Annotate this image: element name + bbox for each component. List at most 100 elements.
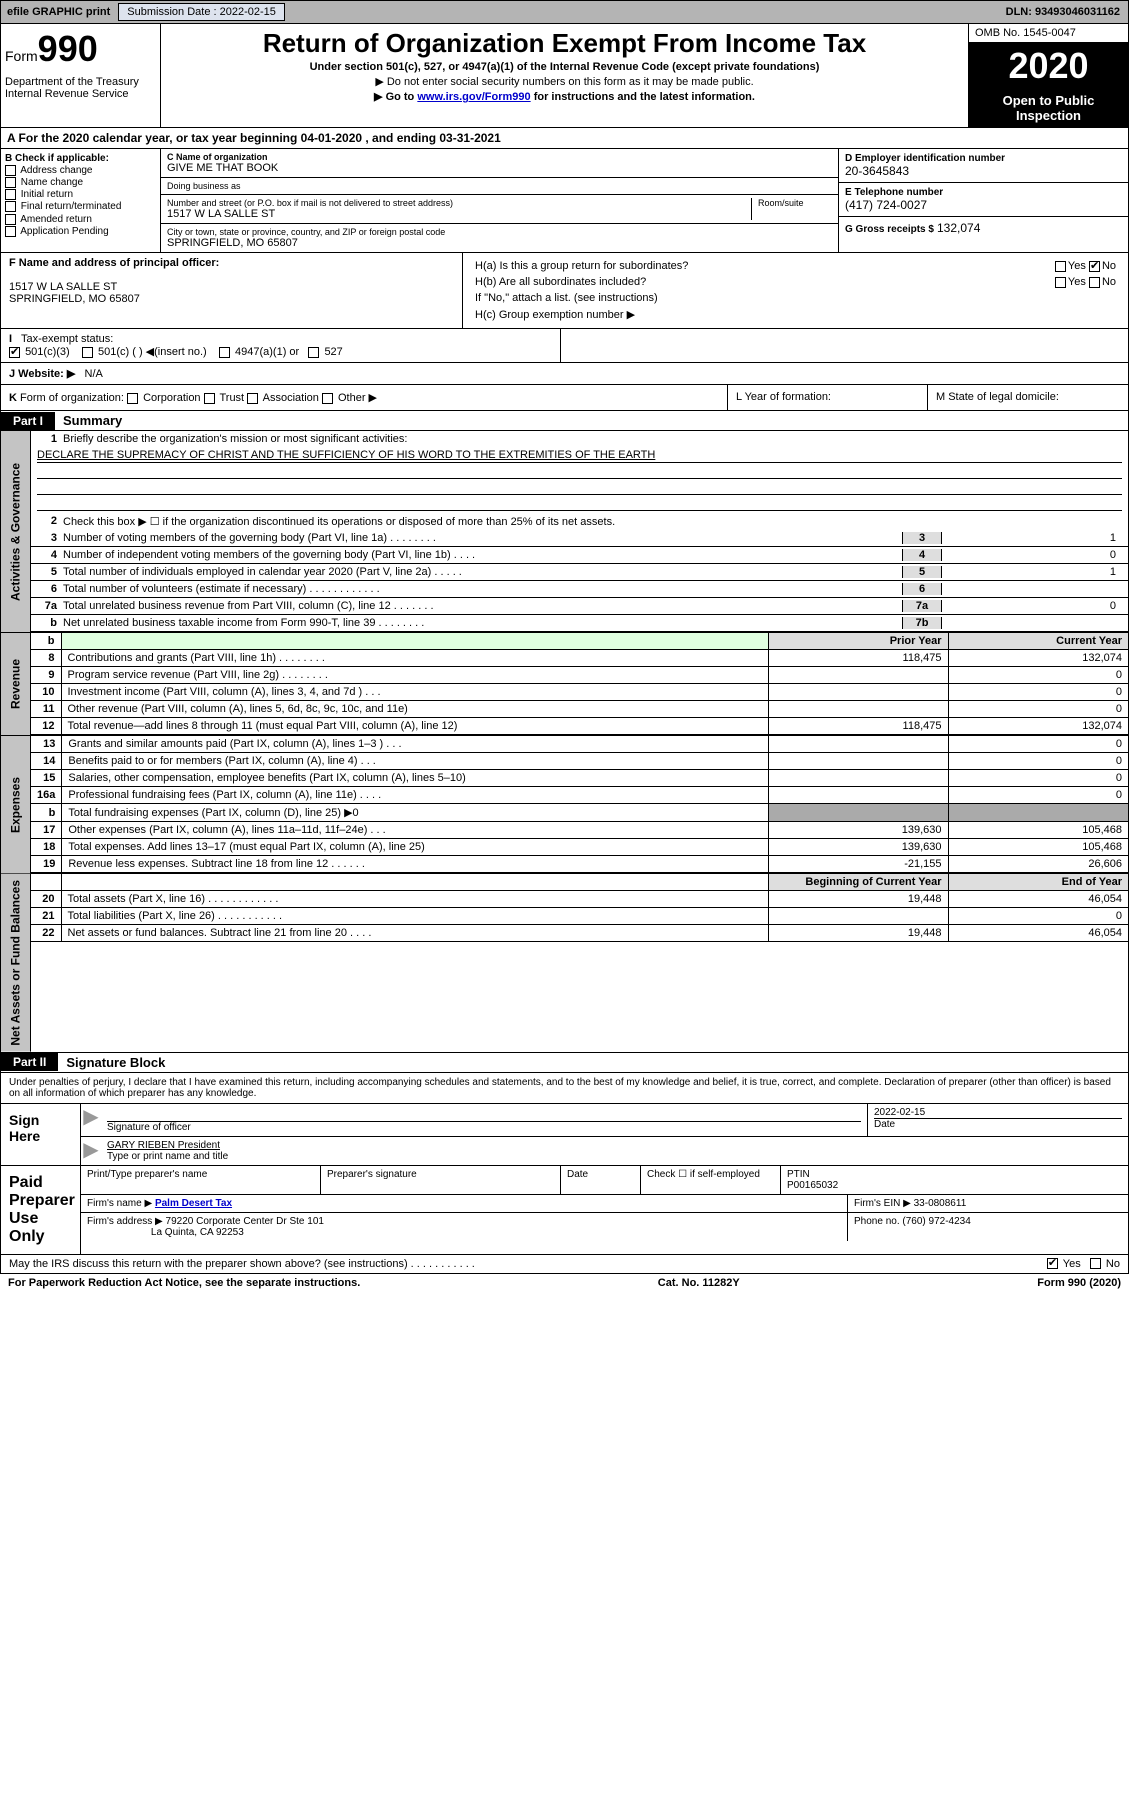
4947-checkbox[interactable]: [219, 347, 230, 358]
tax-status-block: I Tax-exempt status: 501(c)(3) 501(c) ( …: [1, 329, 561, 362]
hb-label: H(b) Are all subordinates included?: [473, 275, 968, 289]
hb-no-checkbox[interactable]: [1089, 277, 1100, 288]
sig-date-value: 2022-02-15: [874, 1107, 1122, 1118]
corp-checkbox[interactable]: [127, 393, 138, 404]
ptin-value: P00165032: [787, 1180, 838, 1191]
print-name-label: Print/Type preparer's name: [81, 1166, 321, 1194]
check-applicable-block: B Check if applicable: Address change Na…: [1, 149, 161, 252]
527-label: 527: [324, 346, 342, 358]
officer-addr2: SPRINGFIELD, MO 65807: [9, 293, 140, 305]
part2-header: Part II Signature Block: [0, 1053, 1129, 1073]
501c-checkbox[interactable]: [82, 347, 93, 358]
org-name-label: C Name of organization: [167, 152, 268, 162]
firm-name-link[interactable]: Palm Desert Tax: [155, 1198, 232, 1209]
no-label-2: No: [1102, 276, 1116, 288]
sign-here-label: Sign Here: [1, 1104, 81, 1165]
form-word: Form: [5, 48, 38, 64]
form-year: 2020: [969, 43, 1128, 89]
form-year-block: OMB No. 1545-0047 2020 Open to Public In…: [968, 24, 1128, 127]
goto-post: for instructions and the latest informat…: [531, 91, 755, 103]
block-b-label: B Check if applicable:: [5, 153, 109, 164]
officer-group-block: F Name and address of principal officer:…: [0, 253, 1129, 329]
topbar: efile GRAPHIC print Submission Date : 20…: [0, 0, 1129, 24]
trust-checkbox[interactable]: [204, 393, 215, 404]
irs-link[interactable]: www.irs.gov/Form990: [417, 91, 530, 103]
yes-label-2: Yes: [1068, 276, 1086, 288]
room-label: Room/suite: [758, 198, 832, 208]
other-checkbox[interactable]: [322, 393, 333, 404]
form-subtitle-2: ▶ Do not enter social security numbers o…: [169, 75, 960, 88]
ein-value: 20-3645843: [845, 164, 1122, 178]
tax-status-row: I Tax-exempt status: 501(c)(3) 501(c) ( …: [0, 329, 1129, 363]
line2-text: Check this box ▶ ☐ if the organization d…: [63, 515, 1122, 528]
tax-status-label: Tax-exempt status:: [21, 333, 113, 345]
applicable-checkbox[interactable]: [5, 177, 16, 188]
applicable-checkbox[interactable]: [5, 226, 16, 237]
phone-label: E Telephone number: [845, 187, 1122, 198]
footer: For Paperwork Reduction Act Notice, see …: [0, 1274, 1129, 1292]
applicable-checkbox[interactable]: [5, 189, 16, 200]
applicable-checkbox[interactable]: [5, 201, 16, 212]
tax-year-row: A For the 2020 calendar year, or tax yea…: [0, 128, 1129, 149]
part1-expenses: Expenses 13Grants and similar amounts pa…: [0, 736, 1129, 874]
sidecap-governance: Activities & Governance: [1, 431, 31, 632]
website-value: N/A: [85, 368, 103, 380]
arrow-icon: ▶: [81, 1104, 101, 1136]
irs-discuss-text: May the IRS discuss this return with the…: [9, 1258, 475, 1270]
type-print-label: Type or print name and title: [107, 1151, 1122, 1162]
discuss-no-checkbox[interactable]: [1090, 1258, 1101, 1269]
part1-governance: Activities & Governance 1Briefly describ…: [0, 431, 1129, 633]
form-number: 990: [38, 28, 98, 69]
irs-discuss-row: May the IRS discuss this return with the…: [0, 1255, 1129, 1274]
eoy-hdr: End of Year: [948, 874, 1128, 891]
501c3-checkbox[interactable]: [9, 347, 20, 358]
firm-addr-label: Firm's address ▶: [87, 1216, 163, 1227]
sig-date-label: Date: [874, 1118, 1122, 1130]
ha-label: H(a) Is this a group return for subordin…: [473, 259, 968, 273]
prior-year-hdr: Prior Year: [768, 633, 948, 650]
527-checkbox[interactable]: [308, 347, 319, 358]
part1-revenue: Revenue bPrior YearCurrent Year 8Contrib…: [0, 633, 1129, 736]
hb-yes-checkbox[interactable]: [1055, 277, 1066, 288]
state-domicile: M State of legal domicile:: [928, 385, 1128, 410]
assoc-checkbox[interactable]: [247, 393, 258, 404]
form-header: Form990 Department of the Treasury Inter…: [0, 24, 1129, 128]
goto-pre: ▶ Go to: [374, 91, 417, 103]
street-value: 1517 W LA SALLE ST: [167, 208, 745, 220]
gross-receipts-value: 132,074: [937, 221, 980, 235]
form-subtitle-1: Under section 501(c), 527, or 4947(a)(1)…: [310, 61, 820, 73]
firm-addr-2: La Quinta, CA 92253: [151, 1227, 244, 1238]
ha-no-checkbox[interactable]: [1089, 261, 1100, 272]
applicable-checkbox[interactable]: [5, 214, 16, 225]
website-row: J Website: ▶ N/A: [0, 363, 1129, 385]
501c3-label: 501(c)(3): [25, 346, 70, 358]
phone-value: (417) 724-0027: [845, 198, 1122, 212]
applicable-checkbox[interactable]: [5, 165, 16, 176]
ha-yes-checkbox[interactable]: [1055, 261, 1066, 272]
arrow-icon-2: ▶: [81, 1137, 101, 1165]
submission-date-button[interactable]: Submission Date : 2022-02-15: [118, 3, 285, 21]
officer-name: GARY RIEBEN President: [107, 1140, 1122, 1151]
form-id-block: Form990 Department of the Treasury Inter…: [1, 24, 161, 127]
prep-date-label: Date: [561, 1166, 641, 1194]
mission-text: DECLARE THE SUPREMACY OF CHRIST AND THE …: [37, 449, 1122, 463]
prep-phone-label: Phone no.: [854, 1216, 900, 1227]
firm-addr-1: 79220 Corporate Center Dr Ste 101: [166, 1216, 324, 1227]
prep-phone-value: (760) 972-4234: [902, 1216, 970, 1227]
org-info-block: B Check if applicable: Address change Na…: [0, 149, 1129, 253]
prep-sig-label: Preparer's signature: [321, 1166, 561, 1194]
firm-ein-label: Firm's EIN ▶: [854, 1198, 911, 1209]
officer-label: F Name and address of principal officer:: [9, 257, 219, 269]
501c-label: 501(c) ( ) ◀(insert no.): [98, 346, 207, 358]
discuss-yes-checkbox[interactable]: [1047, 1258, 1058, 1269]
ein-label: D Employer identification number: [845, 153, 1122, 164]
declaration-text: Under penalties of perjury, I declare th…: [0, 1073, 1129, 1104]
form-of-org: K Form of organization: Corporation Trus…: [1, 385, 728, 410]
sig-officer-label: Signature of officer: [107, 1121, 861, 1133]
firm-ein-value: 33-0808611: [914, 1198, 967, 1209]
department-label: Department of the Treasury Internal Reve…: [5, 76, 156, 100]
city-value: SPRINGFIELD, MO 65807: [167, 237, 832, 249]
4947-label: 4947(a)(1) or: [235, 346, 299, 358]
sidecap-revenue: Revenue: [1, 633, 31, 735]
paid-preparer-block: Paid Preparer Use Only Print/Type prepar…: [0, 1166, 1129, 1255]
